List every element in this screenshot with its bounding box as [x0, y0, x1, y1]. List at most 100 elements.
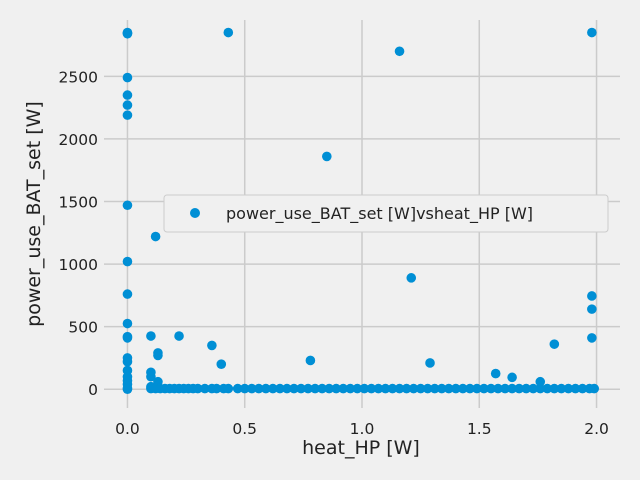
x-tick-label: 2.0 — [584, 420, 609, 438]
data-point — [261, 383, 271, 394]
data-point — [122, 110, 133, 120]
data-point — [232, 383, 243, 394]
data-point — [317, 383, 327, 394]
data-point — [549, 339, 560, 349]
data-point — [436, 383, 447, 394]
data-point — [549, 383, 560, 394]
data-point — [366, 383, 377, 394]
data-point — [373, 383, 384, 394]
data-point — [486, 383, 496, 394]
data-point — [268, 383, 278, 394]
data-point — [387, 383, 398, 394]
data-point — [535, 376, 546, 387]
data-point — [305, 355, 316, 366]
data-point — [310, 383, 320, 394]
data-point — [122, 72, 133, 83]
y-tick-label: 2500 — [59, 68, 98, 86]
data-point — [422, 383, 433, 394]
data-point — [535, 383, 546, 394]
data-point — [451, 383, 461, 394]
data-point — [146, 371, 156, 382]
data-point — [458, 383, 468, 394]
data-point — [493, 383, 503, 394]
data-point — [521, 383, 531, 394]
x-tick-label: 1.5 — [467, 420, 492, 438]
data-point — [122, 384, 133, 395]
data-point — [338, 383, 349, 394]
data-point — [324, 383, 334, 394]
y-tick-label: 2000 — [59, 131, 98, 149]
data-point — [472, 383, 482, 394]
data-point — [282, 383, 292, 394]
data-point — [556, 383, 567, 394]
data-point — [239, 383, 250, 394]
data-point — [465, 383, 475, 394]
data-point — [570, 383, 581, 394]
data-point — [150, 231, 161, 242]
data-point — [122, 90, 133, 100]
data-point — [246, 383, 257, 394]
data-point — [425, 358, 435, 368]
data-point — [429, 383, 440, 394]
data-point — [146, 331, 156, 341]
data-point — [122, 256, 133, 267]
data-point — [207, 340, 217, 351]
data-point — [415, 383, 426, 394]
data-point — [122, 289, 133, 299]
data-point — [563, 383, 574, 394]
data-point — [223, 383, 234, 394]
x-axis-label: heat_HP [W] — [302, 437, 420, 459]
x-tick-label: 1.0 — [350, 420, 375, 438]
legend-label: power_use_BAT_set [W]vsheat_HP [W] — [226, 204, 533, 224]
data-point — [322, 151, 332, 162]
data-point — [542, 383, 553, 394]
data-point — [587, 333, 597, 343]
x-tick-label: 0.5 — [232, 420, 257, 438]
data-point — [122, 100, 133, 110]
data-point — [406, 273, 417, 283]
data-point — [587, 27, 597, 38]
legend-marker — [190, 208, 200, 218]
data-point — [223, 27, 234, 38]
data-point — [122, 318, 133, 329]
data-point — [122, 28, 133, 39]
y-axis-label: power_use_BAT_set [W] — [23, 101, 45, 327]
data-point — [500, 383, 510, 394]
data-point — [122, 200, 133, 211]
data-point — [359, 383, 370, 394]
data-point — [200, 383, 210, 394]
data-point — [408, 383, 419, 394]
data-point — [174, 331, 184, 341]
data-point — [352, 383, 363, 394]
data-point — [122, 333, 133, 343]
y-tick-labels: 0 500 1000 1500 2000 2500 — [59, 68, 98, 399]
legend: power_use_BAT_set [W]vsheat_HP [W] — [163, 194, 609, 233]
data-point — [401, 383, 412, 394]
data-point — [394, 46, 405, 57]
data-point — [394, 383, 405, 394]
data-point — [479, 383, 489, 394]
data-point — [289, 383, 299, 394]
data-point — [211, 383, 222, 394]
data-point — [587, 291, 597, 301]
y-tick-label: 1000 — [59, 256, 98, 274]
x-tick-label: 0.0 — [115, 420, 140, 438]
y-tick-label: 1500 — [59, 193, 98, 211]
y-tick-label: 0 — [88, 381, 98, 399]
data-point — [380, 383, 391, 394]
data-point — [193, 383, 203, 394]
x-tick-labels: 0.0 0.5 1.0 1.5 2.0 — [115, 420, 609, 438]
data-point — [443, 383, 454, 394]
data-point — [589, 383, 599, 394]
legend-box — [163, 194, 609, 233]
data-point — [253, 383, 264, 394]
data-point — [331, 383, 342, 394]
data-point — [296, 383, 306, 394]
data-point — [528, 383, 539, 394]
data-point — [303, 383, 313, 394]
data-point — [587, 304, 597, 314]
data-point — [514, 383, 524, 394]
data-point — [275, 383, 285, 394]
